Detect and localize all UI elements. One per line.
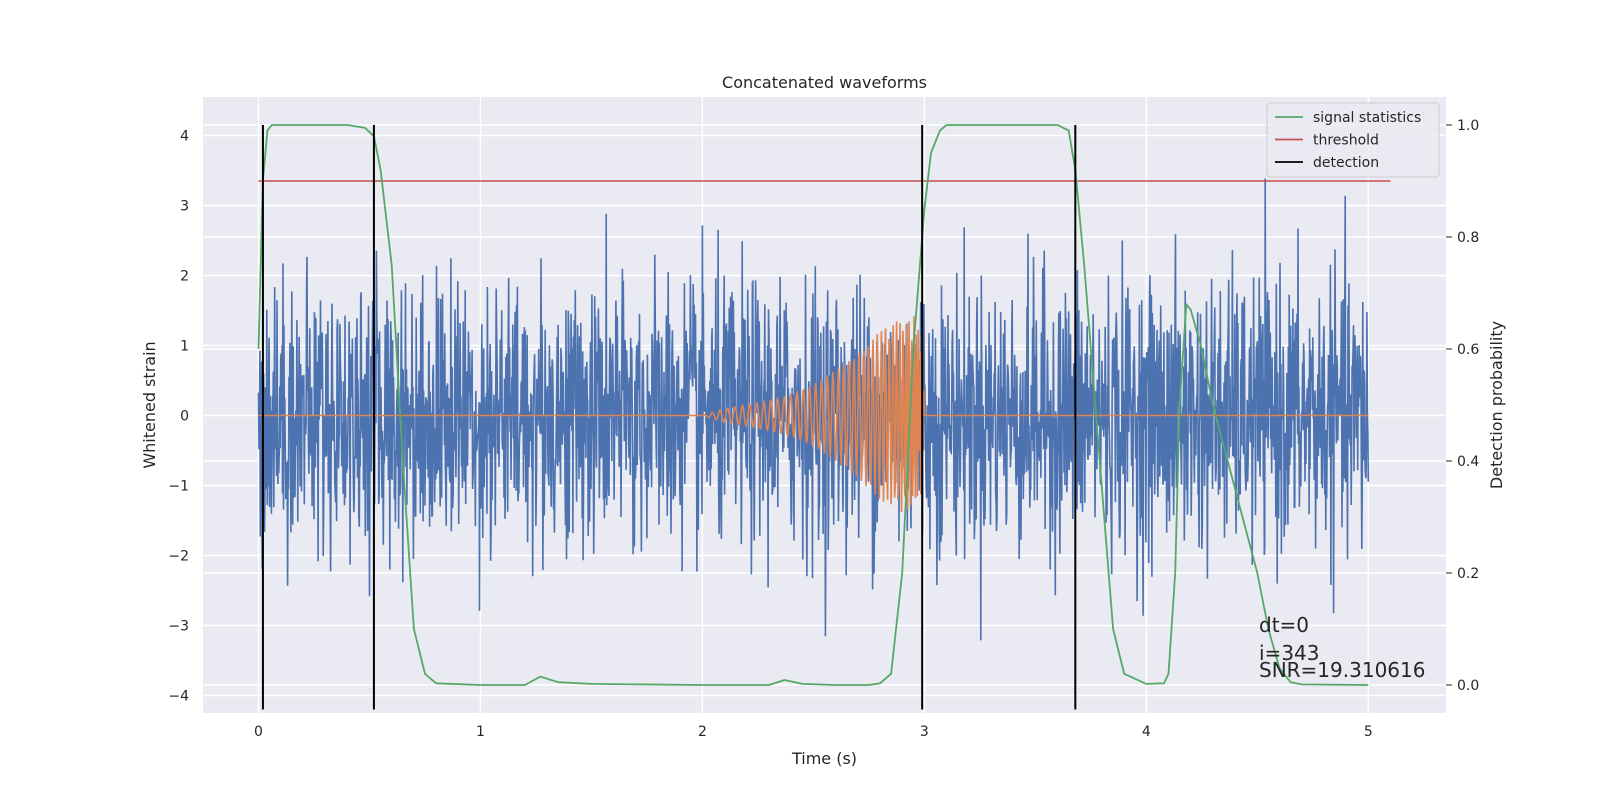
- series-injection-line: [258, 316, 1369, 513]
- chart-title: Concatenated waveforms: [722, 73, 927, 92]
- y-axis-label: Whitened strain: [140, 341, 159, 468]
- y-tick-label: 2: [180, 269, 189, 285]
- legend-label: signal statistics: [1313, 110, 1421, 126]
- y2-tick-label: 0.8: [1457, 230, 1479, 246]
- y-tick-label: 0: [180, 409, 189, 425]
- x-tick-label: 1: [476, 724, 485, 740]
- y2-tick-label: 0.6: [1457, 342, 1479, 358]
- legend: signal statistics threshold detection: [1266, 102, 1440, 178]
- legend-box: [1266, 102, 1440, 178]
- y-tick-label: 1: [180, 339, 189, 355]
- y2-tick-label: 1.0: [1457, 118, 1479, 134]
- annotation-text: i=343: [1259, 641, 1320, 665]
- y-tick-label: −2: [168, 549, 189, 565]
- y-tick-label: 3: [180, 199, 189, 215]
- ticks: 0 1 2 3 4 5 −4 −3 −2 −1 0 1 2 3 4 0.0 0.2 0.4 0.6 0.8 1.0: [168, 118, 1479, 740]
- series-layer: [257, 124, 1391, 710]
- y-tick-label: 4: [180, 129, 189, 145]
- y-tick-label: −4: [168, 689, 189, 705]
- y2-tick-label: 0.0: [1457, 678, 1479, 694]
- y-tick-label: −3: [168, 619, 189, 635]
- y2-tick-label: 0.2: [1457, 566, 1479, 582]
- x-tick-label: 3: [920, 724, 929, 740]
- annotation-text: dt=0: [1259, 613, 1309, 637]
- y2-tick-label: 0.4: [1457, 454, 1479, 470]
- y2-axis-label: Detection probability: [1487, 321, 1506, 489]
- annotation-text: SNR=19.310616: [1259, 658, 1425, 682]
- x-tick-label: 0: [254, 724, 263, 740]
- y-tick-label: −1: [168, 479, 189, 495]
- x-tick-label: 4: [1142, 724, 1151, 740]
- x-tick-label: 5: [1364, 724, 1373, 740]
- series-signal-statistics-line: [257, 124, 1369, 686]
- legend-label: threshold: [1313, 133, 1379, 149]
- x-tick-label: 2: [698, 724, 707, 740]
- legend-label: detection: [1313, 155, 1379, 171]
- x-axis-label: Time (s): [791, 749, 857, 768]
